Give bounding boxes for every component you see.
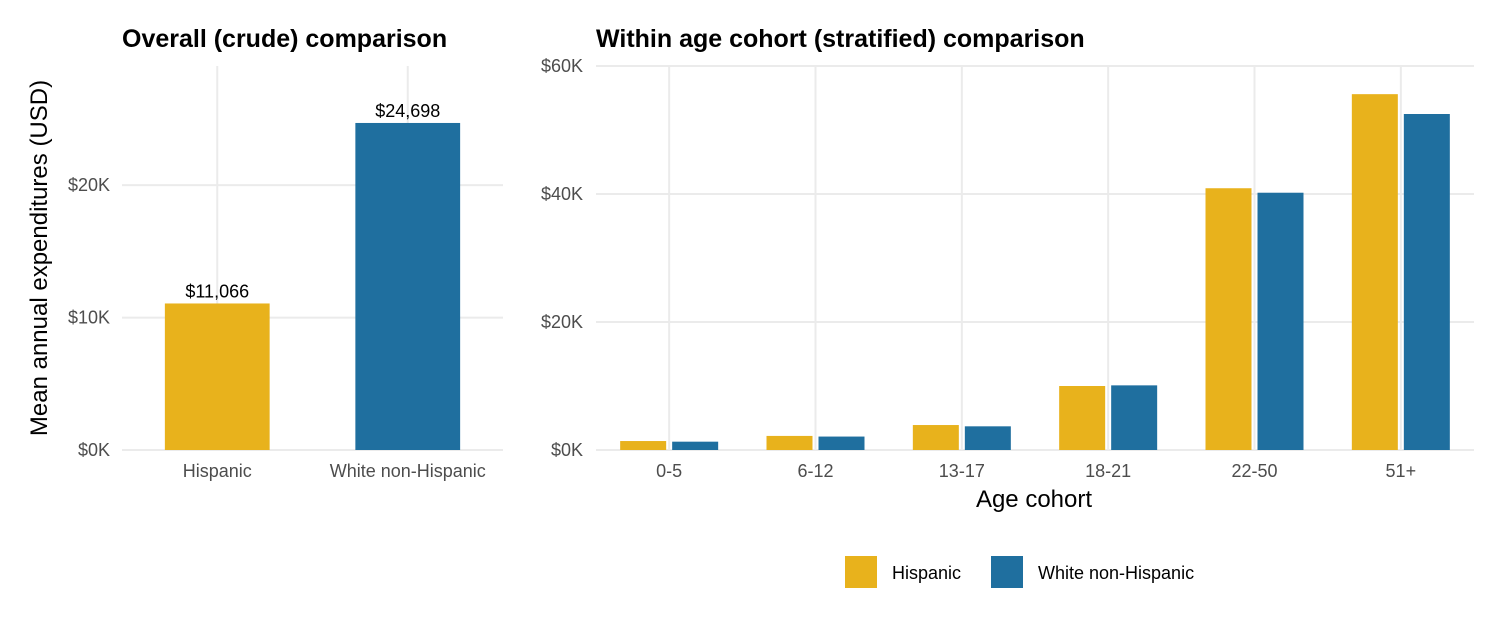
panel1-y-tick-label: $0K — [78, 440, 110, 460]
panel2-y-tick-label: $40K — [541, 184, 583, 204]
x-axis-title: Age cohort — [976, 486, 1092, 513]
panel1-x-tick-label: White non-Hispanic — [330, 461, 486, 481]
legend-label-hispanic: Hispanic — [892, 563, 961, 583]
panel1-bar-hispanic — [164, 303, 270, 450]
panel2-bar-white-non-hispanic — [818, 436, 865, 450]
y-axis-title: Mean annual expenditures (USD) — [26, 80, 53, 436]
legend-label-white-non-hispanic: White non-Hispanic — [1038, 563, 1194, 583]
panel2-bar-white-non-hispanic — [1403, 114, 1450, 450]
panel1-labels: $0K $10K $20K $11,066 Hispanic $24,698 White n… — [68, 101, 486, 481]
panel2-y-tick-label: $0K — [551, 440, 583, 460]
panel1-y-tick-label: $20K — [68, 175, 110, 195]
panel2-bars — [620, 94, 1450, 451]
panel2-bar-hispanic — [766, 435, 813, 450]
panel2-bar-hispanic — [1205, 188, 1252, 451]
panel1-x-tick-label: Hispanic — [183, 461, 252, 481]
panel2-bar-white-non-hispanic — [1257, 192, 1304, 450]
panel2-x-tick-label: 18-21 — [1085, 461, 1131, 481]
panel2-x-tick-label: 22-50 — [1231, 461, 1277, 481]
panel2-x-tick-label: 13-17 — [939, 461, 985, 481]
overall-comparison-panel: Overall (crude) comparison $0K $10K $20K $1… — [68, 25, 503, 481]
panel2-bar-white-non-hispanic — [964, 426, 1011, 450]
panel1-title: Overall (crude) comparison — [122, 25, 447, 53]
panel2-y-tick-label: $60K — [541, 56, 583, 76]
panel2-bar-hispanic — [912, 425, 959, 450]
panel1-data-label: $24,698 — [375, 101, 440, 121]
panel2-y-tick-label: $20K — [541, 312, 583, 332]
stratified-comparison-panel: Within age cohort (stratified) compariso… — [541, 25, 1474, 513]
panel2-bar-white-non-hispanic — [1111, 385, 1158, 450]
legend: Hispanic White non-Hispanic — [845, 556, 1194, 588]
panel2-bar-hispanic — [1059, 386, 1106, 450]
panel2-gridlines — [596, 65, 1474, 451]
panel2-bar-white-non-hispanic — [672, 441, 719, 450]
panel2-x-tick-label: 51+ — [1386, 461, 1417, 481]
panel2-x-tick-label: 6-12 — [797, 461, 833, 481]
panel1-y-tick-label: $10K — [68, 308, 110, 328]
legend-swatch-hispanic — [845, 556, 877, 588]
legend-swatch-white-non-hispanic — [991, 556, 1023, 588]
panel2-labels: $0K $20K $40K $60K 0-5 6-12 13-17 18-21 22-50 51+ — [541, 56, 1416, 481]
panel1-bar-white-non-hispanic — [355, 122, 461, 450]
panel2-bar-hispanic — [620, 441, 667, 450]
panel2-title: Within age cohort (stratified) compariso… — [596, 25, 1085, 53]
panel2-x-tick-label: 0-5 — [656, 461, 682, 481]
panel2-bar-hispanic — [1351, 94, 1398, 450]
panel1-data-label: $11,066 — [185, 281, 249, 301]
panel1-bars — [164, 122, 461, 450]
